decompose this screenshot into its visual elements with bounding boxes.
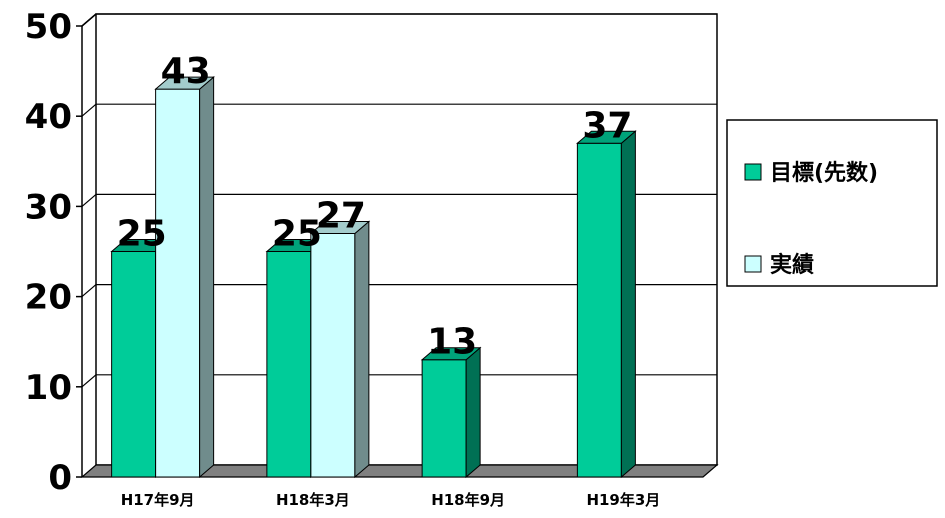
chart-floor bbox=[80, 464, 719, 478]
bar-front bbox=[576, 142, 622, 478]
bar-top bbox=[154, 76, 215, 90]
x-tick-label: H18年3月 bbox=[276, 491, 350, 509]
bar-side bbox=[465, 346, 481, 479]
bar-side bbox=[620, 130, 636, 479]
bar-front bbox=[421, 359, 467, 478]
y-axis: 0 10 20 30 40 50 bbox=[25, 7, 83, 498]
gridline-diagonal bbox=[81, 103, 97, 117]
bar-front bbox=[155, 88, 201, 478]
x-tick-label: H18年9月 bbox=[431, 491, 505, 509]
y-tick-label: 20 bbox=[25, 278, 72, 318]
gridline-diagonal bbox=[81, 193, 97, 207]
data-label: 25 bbox=[117, 214, 167, 255]
data-label: 25 bbox=[272, 214, 322, 255]
y-tick-label: 10 bbox=[25, 368, 72, 408]
bar bbox=[420, 346, 482, 479]
y-tick-label: 40 bbox=[25, 97, 72, 137]
gridline-diagonal bbox=[81, 284, 97, 298]
legend-box bbox=[726, 119, 938, 287]
bar-front bbox=[266, 251, 312, 478]
floor-plane bbox=[80, 464, 719, 478]
bar-top bbox=[420, 347, 482, 361]
bar bbox=[154, 76, 215, 479]
legend: 目標(先数) 実績 bbox=[726, 119, 938, 287]
bars bbox=[110, 76, 637, 479]
legend-swatch bbox=[744, 255, 762, 273]
bar-side bbox=[199, 76, 215, 479]
bar-top bbox=[576, 130, 637, 144]
gridline-diagonal bbox=[81, 374, 97, 388]
y-tick-label: 30 bbox=[25, 187, 72, 227]
data-label: 27 bbox=[316, 195, 366, 236]
y-tick-label: 0 bbox=[48, 458, 72, 498]
data-label: 13 bbox=[427, 322, 477, 363]
bar-top bbox=[309, 220, 371, 234]
legend-label: 目標(先数) bbox=[770, 160, 878, 186]
legend-swatch bbox=[744, 163, 762, 181]
x-tick-label: H17年9月 bbox=[121, 491, 195, 509]
bar-front bbox=[111, 251, 157, 478]
bar bbox=[576, 130, 637, 479]
gridline-diagonal bbox=[81, 13, 97, 27]
x-tick-label: H19年3月 bbox=[586, 491, 660, 509]
bar bbox=[309, 220, 371, 479]
x-axis: H17年9月 H18年3月 H18年9月 H19年3月 bbox=[121, 491, 661, 509]
bar-side bbox=[354, 220, 370, 479]
legend-label: 実績 bbox=[770, 252, 814, 278]
data-label: 43 bbox=[161, 51, 211, 92]
bar-front bbox=[310, 232, 356, 478]
y-tick-label: 50 bbox=[25, 7, 72, 47]
data-label: 37 bbox=[582, 105, 632, 146]
